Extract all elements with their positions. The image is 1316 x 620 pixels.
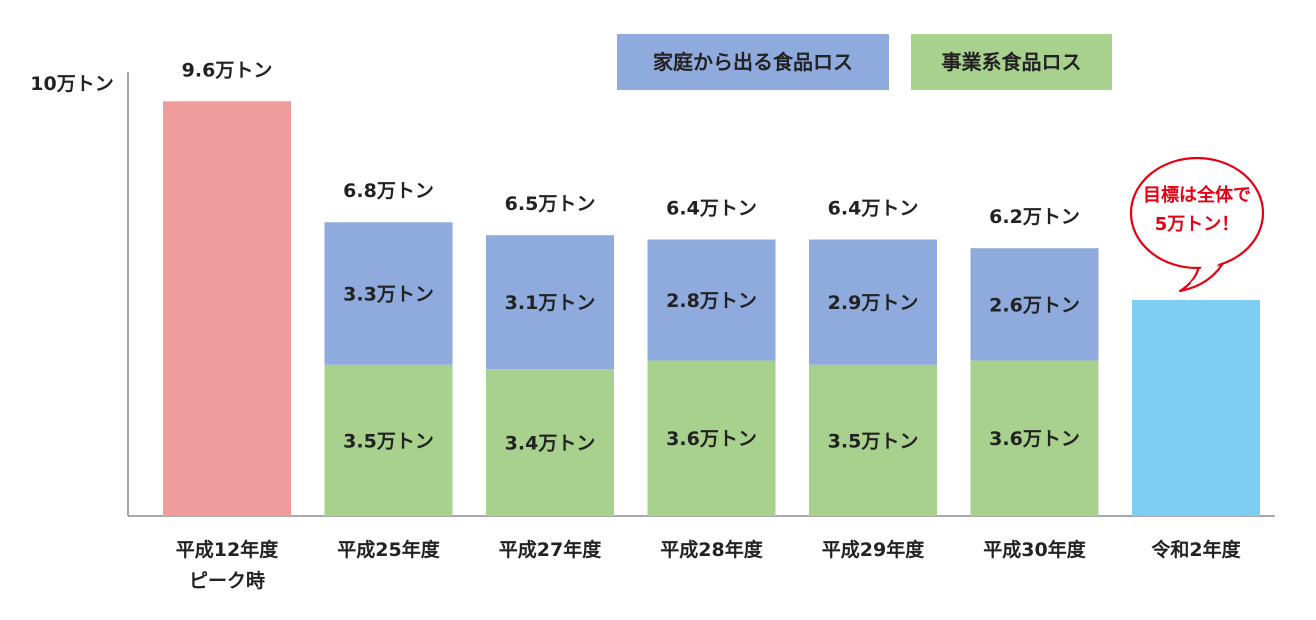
segment-label-business-2: 3.4万トン bbox=[505, 433, 596, 455]
total-label-5: 6.2万トン bbox=[989, 206, 1080, 228]
bubble-body bbox=[1129, 156, 1265, 270]
segment-label-business-4: 3.5万トン bbox=[828, 430, 919, 452]
x-tick-label-4: 平成29年度 bbox=[822, 538, 925, 561]
segment-label-business-1: 3.5万トン bbox=[343, 430, 434, 452]
segment-label-household-4: 2.9万トン bbox=[828, 292, 919, 314]
segment-label-household-1: 3.3万トン bbox=[343, 284, 434, 306]
y-axis-label: 10万トン bbox=[30, 73, 113, 95]
bar-segment-household-1 bbox=[324, 222, 453, 365]
total-label-0: 9.6万トン bbox=[182, 59, 273, 81]
bubble-seam bbox=[1190, 262, 1220, 283]
bar-segment-business-4 bbox=[809, 364, 937, 516]
x-tick-label-5: 平成30年度 bbox=[983, 538, 1086, 561]
bar-segment-business-1 bbox=[324, 364, 453, 516]
bar-segment-household-2 bbox=[486, 235, 614, 370]
bar-6 bbox=[1132, 300, 1260, 516]
x-tick-label-0-1: ピーク時 bbox=[189, 570, 265, 592]
segment-label-business-3: 3.6万トン bbox=[666, 428, 757, 450]
legend: 家庭から出る食品ロス 事業系食品ロス bbox=[617, 34, 1112, 90]
total-label-2: 6.5万トン bbox=[505, 193, 596, 215]
annotation-line-1: 5万トン！ bbox=[1155, 214, 1240, 235]
bar-segment-household-5 bbox=[970, 248, 1099, 361]
target-annotation: 目標は全体で 5万トン！ bbox=[1129, 156, 1265, 293]
annotation-line-0: 目標は全体で bbox=[1143, 184, 1251, 206]
legend-swatch-1 bbox=[911, 34, 1112, 90]
segment-label-household-3: 2.8万トン bbox=[666, 290, 757, 312]
bar-segment-business-3 bbox=[647, 360, 776, 516]
bars bbox=[163, 101, 1260, 516]
x-tick-label-1: 平成25年度 bbox=[337, 538, 440, 561]
bar-0 bbox=[163, 101, 291, 516]
legend-swatch-0 bbox=[617, 34, 889, 90]
x-tick-label-0: 平成12年度 bbox=[176, 538, 279, 561]
bar-segment-household-3 bbox=[647, 239, 776, 361]
x-tick-label-2: 平成27年度 bbox=[499, 538, 602, 561]
total-label-1: 6.8万トン bbox=[343, 180, 434, 202]
legend-label-0: 家庭から出る食品ロス bbox=[653, 50, 853, 74]
segment-label-household-2: 3.1万トン bbox=[505, 292, 596, 314]
total-label-4: 6.4万トン bbox=[828, 198, 919, 220]
bar-segment-household-4 bbox=[809, 239, 937, 365]
data-labels: 3.5万トン 3.3万トン 3.4万トン 3.1万トン 3.6万トン 2.8万トン 3.5万… bbox=[182, 59, 1080, 454]
bar-segment-business-2 bbox=[486, 369, 614, 516]
x-tick-label-3: 平成28年度 bbox=[660, 538, 763, 561]
bar-segment-business-5 bbox=[970, 360, 1099, 516]
segment-label-business-5: 3.6万トン bbox=[989, 428, 1080, 450]
segment-label-household-5: 2.6万トン bbox=[989, 294, 1080, 316]
total-label-3: 6.4万トン bbox=[666, 198, 757, 220]
legend-label-1: 事業系食品ロス bbox=[942, 50, 1082, 74]
x-tick-label-6: 令和2年度 bbox=[1151, 538, 1241, 561]
